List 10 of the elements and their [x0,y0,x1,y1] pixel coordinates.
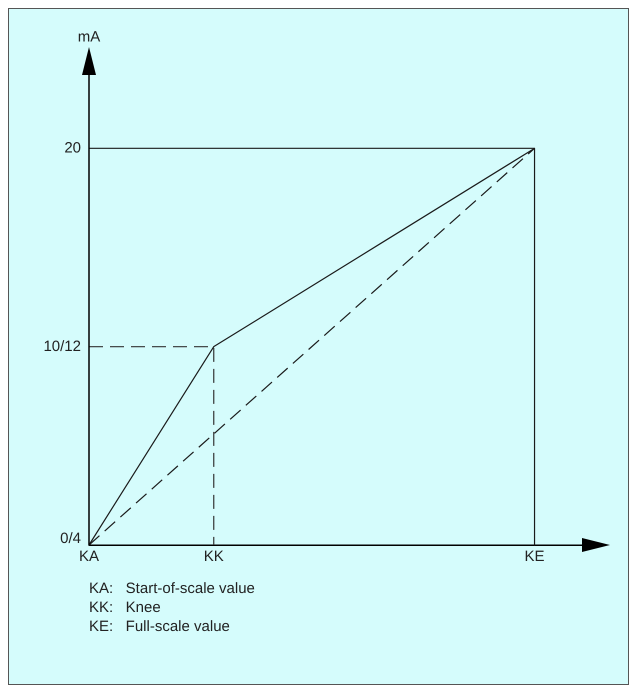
text: KE: Full-scale value [89,617,231,636]
annotation: 0/4 [60,530,81,548]
x-tick-label: KA [78,548,100,566]
annotation: 10/12 [43,338,81,355]
text: KA: Start-of-scale value [89,579,256,598]
text: KK: Knee [89,598,162,617]
x-tick-label: KK [204,548,224,566]
text: mA [78,28,100,46]
annotation: 20 [64,139,81,156]
x-tick-label: KE [524,548,545,566]
